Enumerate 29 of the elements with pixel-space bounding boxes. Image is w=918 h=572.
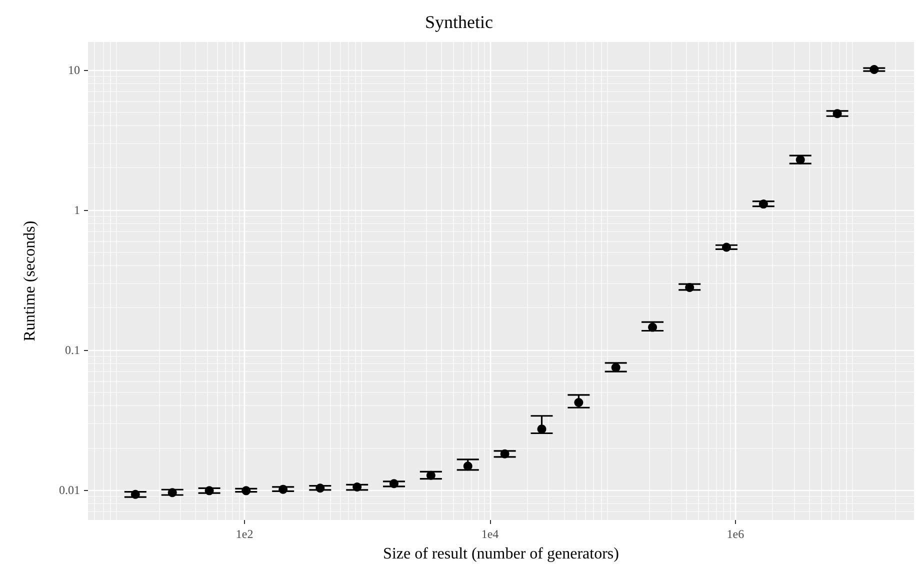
point <box>316 484 325 493</box>
point <box>204 486 214 496</box>
point <box>722 242 731 252</box>
point <box>278 484 288 494</box>
chart-title: Synthetic <box>425 12 494 32</box>
point <box>500 449 510 458</box>
y-tick-label: 0.01 <box>59 482 80 497</box>
x-axis-title: Size of result (number of generators) <box>383 546 619 562</box>
point <box>574 398 584 408</box>
x-tick-label: 1e6 <box>726 527 744 541</box>
point <box>426 470 436 480</box>
point <box>389 479 398 488</box>
point <box>758 200 768 209</box>
point <box>870 65 879 74</box>
point <box>463 462 472 471</box>
point <box>168 488 177 498</box>
y-tick-label: 10 <box>68 62 80 77</box>
point <box>242 486 251 496</box>
point <box>130 490 140 499</box>
x-tick-label: 1e2 <box>236 527 254 541</box>
y-axis-title: Runtime (seconds) <box>22 220 38 342</box>
y-tick-label: 1 <box>74 202 80 217</box>
point <box>648 322 658 332</box>
point <box>352 482 362 492</box>
point <box>796 155 805 164</box>
x-tick-label: 1e4 <box>481 527 499 541</box>
point <box>685 283 694 292</box>
y-tick-label: 0.1 <box>65 342 80 357</box>
point <box>832 109 842 118</box>
